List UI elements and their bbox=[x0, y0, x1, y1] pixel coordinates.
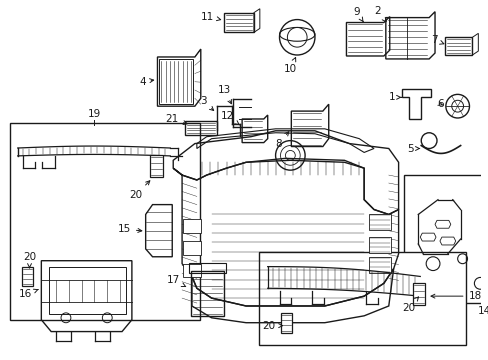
Text: 12: 12 bbox=[221, 111, 239, 125]
Bar bbox=[444, 37, 471, 55]
Text: 5: 5 bbox=[406, 144, 419, 153]
Text: 2: 2 bbox=[373, 6, 386, 22]
Text: 7: 7 bbox=[430, 35, 443, 45]
Text: 3: 3 bbox=[200, 96, 213, 111]
Text: 20: 20 bbox=[262, 321, 282, 331]
Bar bbox=[10, 123, 200, 320]
Bar bbox=[280, 313, 292, 333]
Bar bbox=[184, 121, 216, 135]
Bar bbox=[188, 263, 226, 273]
Text: 13: 13 bbox=[217, 85, 231, 104]
Bar bbox=[368, 215, 390, 230]
Bar bbox=[149, 156, 163, 177]
Text: 17: 17 bbox=[166, 275, 185, 287]
Bar bbox=[21, 267, 33, 286]
Bar bbox=[183, 264, 201, 278]
Text: 16: 16 bbox=[19, 289, 38, 299]
Bar bbox=[190, 271, 224, 316]
Text: 20: 20 bbox=[401, 297, 418, 313]
Bar bbox=[412, 283, 425, 305]
Bar bbox=[368, 257, 390, 273]
Bar bbox=[183, 219, 201, 233]
Text: 11: 11 bbox=[201, 12, 220, 22]
Text: 20: 20 bbox=[129, 181, 149, 200]
Text: 6: 6 bbox=[436, 99, 443, 109]
Bar bbox=[258, 252, 465, 345]
Text: 8: 8 bbox=[275, 132, 288, 149]
Text: 19: 19 bbox=[88, 109, 101, 119]
Bar bbox=[49, 267, 126, 314]
Bar bbox=[224, 13, 253, 32]
Bar bbox=[183, 241, 201, 255]
Text: 14: 14 bbox=[477, 306, 488, 316]
Bar bbox=[159, 59, 192, 104]
Text: 21: 21 bbox=[164, 114, 187, 125]
Bar bbox=[368, 237, 390, 253]
Text: 9: 9 bbox=[352, 6, 363, 22]
Bar bbox=[403, 175, 488, 303]
Text: 18: 18 bbox=[430, 291, 481, 301]
Text: 1: 1 bbox=[388, 92, 401, 102]
Text: 15: 15 bbox=[118, 224, 142, 234]
Text: 4: 4 bbox=[139, 77, 153, 86]
Text: 20: 20 bbox=[23, 252, 36, 268]
Text: 10: 10 bbox=[283, 58, 296, 74]
